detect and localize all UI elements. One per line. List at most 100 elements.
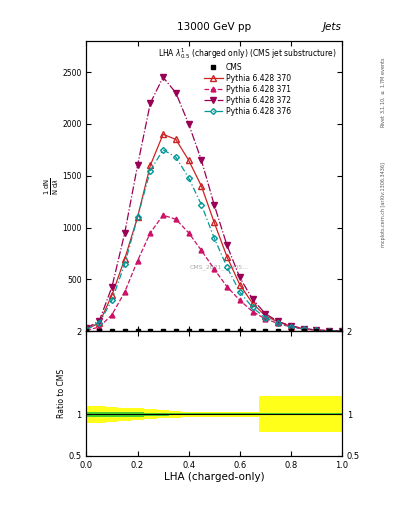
Pythia 6.428 370 bbox=[135, 214, 140, 220]
Pythia 6.428 372 bbox=[288, 323, 293, 329]
Text: Jets: Jets bbox=[323, 22, 342, 32]
Pythia 6.428 371 bbox=[250, 309, 255, 315]
Pythia 6.428 376 bbox=[110, 297, 114, 303]
Pythia 6.428 370 bbox=[148, 162, 152, 168]
Pythia 6.428 376 bbox=[186, 175, 191, 181]
Pythia 6.428 371 bbox=[84, 327, 89, 333]
Pythia 6.428 372 bbox=[301, 326, 306, 332]
Pythia 6.428 376 bbox=[327, 328, 332, 334]
Pythia 6.428 376 bbox=[97, 320, 101, 326]
Pythia 6.428 370 bbox=[97, 320, 101, 326]
Pythia 6.428 371 bbox=[148, 230, 152, 236]
CMS bbox=[123, 328, 127, 334]
Pythia 6.428 376 bbox=[123, 261, 127, 267]
Pythia 6.428 371 bbox=[97, 324, 101, 330]
Pythia 6.428 376 bbox=[301, 326, 306, 332]
Pythia 6.428 376 bbox=[276, 321, 281, 327]
CMS bbox=[174, 328, 178, 334]
Pythia 6.428 370 bbox=[250, 300, 255, 306]
Pythia 6.428 371 bbox=[288, 324, 293, 330]
Pythia 6.428 372 bbox=[148, 100, 152, 106]
Pythia 6.428 372 bbox=[84, 325, 89, 331]
CMS bbox=[161, 328, 165, 334]
Pythia 6.428 372 bbox=[135, 162, 140, 168]
Pythia 6.428 372 bbox=[186, 121, 191, 127]
Pythia 6.428 372 bbox=[97, 318, 101, 324]
Pythia 6.428 372 bbox=[174, 90, 178, 96]
Pythia 6.428 376 bbox=[237, 289, 242, 295]
CMS bbox=[84, 328, 89, 334]
CMS bbox=[340, 328, 344, 334]
Pythia 6.428 371 bbox=[212, 266, 217, 272]
Pythia 6.428 370 bbox=[288, 323, 293, 329]
Pythia 6.428 376 bbox=[161, 147, 165, 153]
Pythia 6.428 370 bbox=[237, 282, 242, 288]
Pythia 6.428 371 bbox=[314, 327, 319, 333]
Pythia 6.428 376 bbox=[314, 327, 319, 333]
Pythia 6.428 376 bbox=[250, 304, 255, 310]
CMS bbox=[97, 328, 101, 334]
CMS bbox=[225, 328, 230, 334]
CMS bbox=[314, 328, 319, 334]
Pythia 6.428 371 bbox=[276, 321, 281, 327]
CMS bbox=[135, 328, 140, 334]
CMS bbox=[250, 328, 255, 334]
Pythia 6.428 370 bbox=[110, 292, 114, 298]
CMS bbox=[263, 328, 268, 334]
Pythia 6.428 376 bbox=[199, 202, 204, 208]
Pythia 6.428 376 bbox=[148, 167, 152, 174]
Pythia 6.428 372 bbox=[314, 327, 319, 333]
Pythia 6.428 376 bbox=[263, 315, 268, 321]
Pythia 6.428 370 bbox=[186, 157, 191, 163]
Pythia 6.428 372 bbox=[237, 274, 242, 281]
Pythia 6.428 370 bbox=[314, 327, 319, 333]
Text: 13000 GeV pp: 13000 GeV pp bbox=[177, 22, 251, 32]
Pythia 6.428 372 bbox=[340, 328, 344, 334]
Pythia 6.428 372 bbox=[123, 230, 127, 236]
Text: mcplots.cern.ch [arXiv:1306.3436]: mcplots.cern.ch [arXiv:1306.3436] bbox=[381, 162, 386, 247]
CMS bbox=[276, 328, 281, 334]
Pythia 6.428 370 bbox=[199, 183, 204, 189]
Pythia 6.428 376 bbox=[174, 154, 178, 160]
Pythia 6.428 370 bbox=[327, 328, 332, 334]
CMS bbox=[301, 328, 306, 334]
Line: Pythia 6.428 371: Pythia 6.428 371 bbox=[84, 212, 344, 333]
Pythia 6.428 372 bbox=[110, 284, 114, 290]
CMS bbox=[148, 328, 152, 334]
Pythia 6.428 371 bbox=[186, 230, 191, 236]
Pythia 6.428 372 bbox=[199, 157, 204, 163]
Line: Pythia 6.428 372: Pythia 6.428 372 bbox=[84, 74, 345, 334]
Pythia 6.428 372 bbox=[225, 242, 230, 248]
Pythia 6.428 371 bbox=[301, 326, 306, 332]
Pythia 6.428 372 bbox=[212, 202, 217, 208]
Pythia 6.428 370 bbox=[174, 136, 178, 142]
CMS bbox=[212, 328, 217, 334]
Pythia 6.428 376 bbox=[225, 264, 230, 270]
Pythia 6.428 376 bbox=[288, 324, 293, 330]
Y-axis label: Ratio to CMS: Ratio to CMS bbox=[57, 369, 66, 418]
Pythia 6.428 372 bbox=[327, 328, 332, 334]
CMS bbox=[110, 328, 114, 334]
Y-axis label: $\frac{1}{\mathrm{N}}\frac{\mathrm{d}\mathrm{N}}{\mathrm{d}\lambda}$: $\frac{1}{\mathrm{N}}\frac{\mathrm{d}\ma… bbox=[42, 177, 61, 195]
Pythia 6.428 371 bbox=[174, 216, 178, 222]
Pythia 6.428 371 bbox=[161, 212, 165, 218]
Pythia 6.428 376 bbox=[84, 326, 89, 332]
Pythia 6.428 371 bbox=[327, 328, 332, 334]
Pythia 6.428 372 bbox=[161, 74, 165, 80]
Pythia 6.428 372 bbox=[250, 296, 255, 302]
Pythia 6.428 371 bbox=[340, 328, 344, 334]
Pythia 6.428 371 bbox=[123, 289, 127, 295]
Pythia 6.428 370 bbox=[84, 326, 89, 332]
CMS bbox=[288, 328, 293, 334]
Pythia 6.428 371 bbox=[110, 312, 114, 318]
Pythia 6.428 372 bbox=[276, 318, 281, 325]
Text: Rivet 3.1.10, $\geq$ 1.7M events: Rivet 3.1.10, $\geq$ 1.7M events bbox=[379, 56, 387, 128]
Pythia 6.428 376 bbox=[212, 235, 217, 241]
Line: Pythia 6.428 376: Pythia 6.428 376 bbox=[84, 148, 344, 333]
Pythia 6.428 371 bbox=[263, 316, 268, 322]
CMS bbox=[186, 328, 191, 334]
Pythia 6.428 376 bbox=[340, 328, 344, 334]
CMS bbox=[327, 328, 332, 334]
Pythia 6.428 370 bbox=[225, 253, 230, 260]
Pythia 6.428 370 bbox=[276, 319, 281, 325]
